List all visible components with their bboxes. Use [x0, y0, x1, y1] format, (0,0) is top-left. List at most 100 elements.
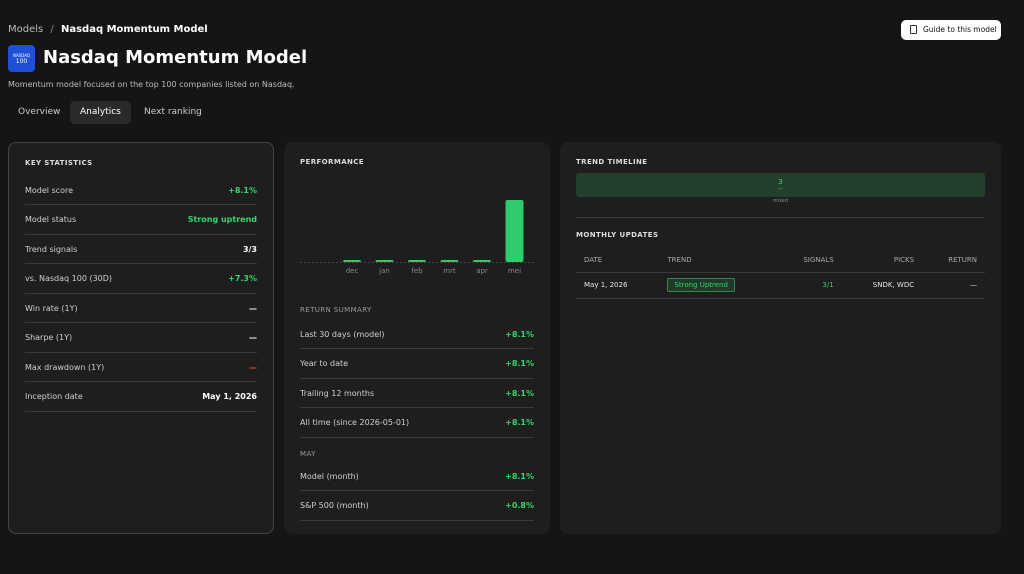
guide-label: Guide to this model — [923, 25, 997, 34]
page-title: Nasdaq Momentum Model — [43, 47, 308, 68]
column-header: DATE — [584, 255, 603, 264]
stat-label: S&P 500 (month) — [300, 501, 369, 510]
performance-card: PERFORMANCE dec jan feb mrt apr mei RETURN SU… — [284, 142, 550, 534]
x-tick-label: apr — [476, 267, 488, 275]
stat-label: All time (since 2026-05-01) — [300, 418, 410, 427]
header-row: DATE TREND SIGNALS PICKS RETURN — [576, 248, 985, 272]
bar — [343, 260, 361, 262]
stat-value: +8.1% — [505, 471, 534, 481]
stat-row: Model (month) +8.1% — [300, 462, 534, 491]
logo: NASDAQ 100 — [8, 45, 35, 72]
tab-active[interactable]: Analytics — [70, 101, 131, 124]
x-tick-label: mrt — [443, 267, 456, 275]
stat-row: Last 30 days (model) +8.1% — [300, 320, 534, 349]
stat-value: — — [249, 333, 257, 342]
timeline-sub: — — [778, 186, 783, 192]
section-title: RETURN SUMMARY — [300, 306, 372, 314]
stat-row: Inception date May 1, 2026 — [25, 383, 257, 412]
crumb-sep: / — [50, 24, 54, 35]
stat-label: Win rate (1Y) — [25, 303, 78, 313]
updates-table: DATE TREND SIGNALS PICKS RETURN May 1, 2026 St… — [576, 248, 985, 299]
crumb-current: Nasdaq Momentum Model — [60, 24, 208, 35]
stat-label: Trailing 12 months — [300, 388, 375, 398]
stat-row: Win rate (1Y) — — [25, 294, 257, 323]
bar — [375, 260, 394, 262]
stat-row: Max drawdown (1Y) — — [25, 353, 257, 382]
stat-row: Model status Strong uptrend — [25, 206, 257, 235]
stat-value: +8.1% — [505, 418, 534, 427]
crumb-link[interactable]: Models — [8, 24, 44, 35]
section-title: MAY — [300, 450, 316, 458]
bar — [408, 260, 426, 262]
stat-value: Strong uptrend — [187, 215, 257, 224]
stat-value: — — [249, 362, 257, 372]
section-title: TREND TIMELINE — [576, 158, 648, 166]
column-header: PICKS — [893, 255, 915, 264]
stat-row: vs. Nasdaq 100 (30D) +7.3% — [25, 265, 257, 294]
cell-text: 3/1 — [822, 281, 834, 289]
tab[interactable]: Overview — [18, 107, 61, 117]
timeline-label: mixed — [772, 198, 789, 204]
stat-label: Inception date — [25, 392, 83, 401]
trend-card: TREND TIMELINE 3— mixed MONTHLY UPDATES … — [560, 142, 1001, 534]
trend-badge: Strong Uptrend — [667, 278, 735, 292]
stat-row: Year to date +8.1% — [300, 350, 534, 379]
key-statistics-card: KEY STATISTICS Model score +8.1% Model stat… — [8, 142, 274, 534]
stat-row: Trend signals 3/3 — [25, 235, 257, 264]
stat-label: Model score — [25, 185, 74, 195]
x-tick-label: dec — [346, 267, 359, 275]
stat-label: Max drawdown (1Y) — [25, 362, 105, 372]
description: Momentum model focused on the top 100 co… — [8, 80, 295, 89]
stat-row: Model score +8.1% — [25, 176, 257, 205]
stat-value: +8.1% — [505, 388, 534, 398]
x-tick-label: mei — [508, 267, 521, 275]
stat-value: +8.1% — [228, 185, 257, 195]
section-title: MONTHLY UPDATES — [576, 231, 659, 239]
cell: 3/1 — [777, 272, 842, 298]
stat-label: Trend signals — [25, 244, 78, 254]
stat-value: +7.3% — [228, 274, 257, 283]
stat-label: Last 30 days (model) — [300, 329, 385, 339]
stat-value: +8.1% — [505, 359, 534, 368]
cell-text: — — [970, 281, 977, 289]
cell-text: SNDK, WDC — [872, 281, 915, 289]
cell: May 1, 2026 — [576, 272, 659, 298]
cell: Strong Uptrend — [659, 272, 776, 298]
column-header: TREND — [667, 255, 692, 264]
cell: — — [922, 272, 985, 298]
stat-value: +8.1% — [505, 329, 534, 339]
divider — [576, 217, 985, 218]
x-tick-label: feb — [411, 267, 423, 275]
performance-chart: dec jan feb mrt apr mei — [300, 200, 534, 275]
stat-label: Sharpe (1Y) — [25, 333, 73, 342]
doc-icon — [910, 25, 917, 34]
stat-label: Model status — [25, 215, 77, 224]
bar — [440, 260, 459, 262]
stat-label: Model (month) — [300, 471, 359, 481]
stat-label: Year to date — [300, 359, 349, 368]
stat-value: — — [249, 303, 257, 313]
timeline-value: 3 — [778, 178, 783, 186]
logo-top: NASDAQ — [12, 53, 31, 58]
stat-row: Trailing 12 months +8.1% — [300, 379, 534, 408]
timeline-bar: 3— — [576, 173, 985, 197]
bar — [505, 200, 524, 262]
stat-value: 3/3 — [242, 244, 257, 254]
update-row: May 1, 2026 Strong Uptrend 3/1 SNDK, WDC — — [576, 272, 985, 298]
breadcrumb: Models / Nasdaq Momentum Model — [8, 24, 208, 35]
guide-button[interactable]: Guide to this model — [901, 20, 1001, 40]
cell: SNDK, WDC — [842, 272, 922, 298]
column-header: SIGNALS — [803, 255, 834, 264]
bar — [473, 260, 491, 262]
section-title: KEY STATISTICS — [25, 159, 93, 167]
cell-text: May 1, 2026 — [584, 281, 628, 289]
column-header: RETURN — [948, 255, 977, 264]
logo-bottom: 100 — [15, 58, 28, 65]
tab[interactable]: Next ranking — [144, 107, 202, 117]
stat-row: Sharpe (1Y) — — [25, 324, 257, 353]
stat-value: May 1, 2026 — [202, 392, 257, 401]
stat-value: +0.8% — [505, 501, 534, 510]
x-tick-label: jan — [378, 267, 390, 275]
stat-row: All time (since 2026-05-01) +8.1% — [300, 409, 534, 438]
